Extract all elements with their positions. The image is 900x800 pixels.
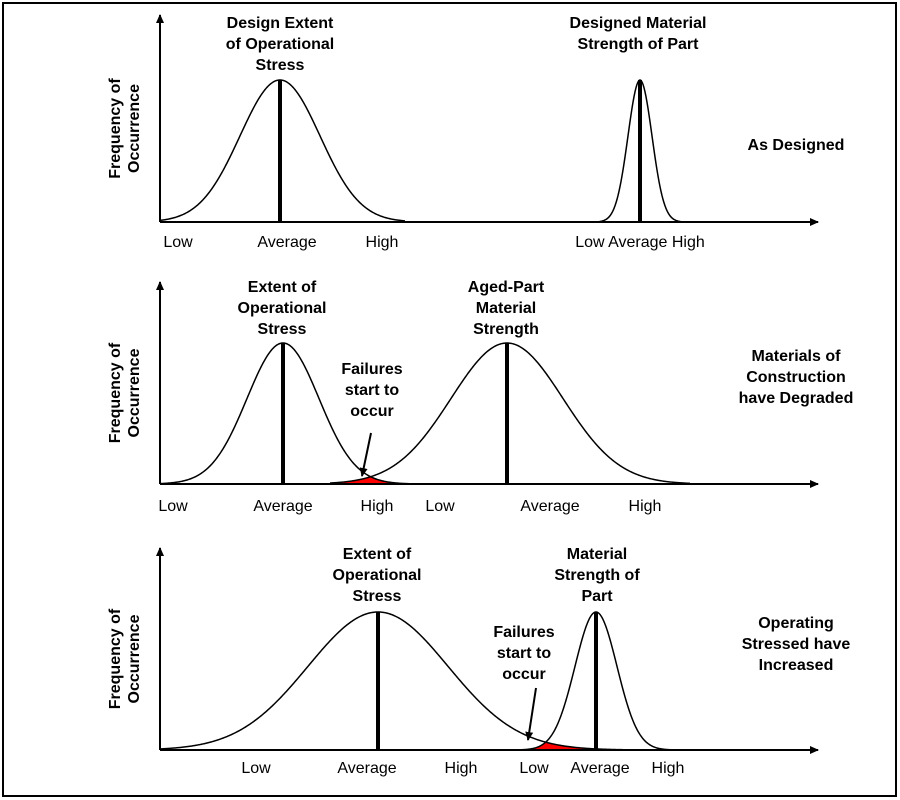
y-axis-label-line: Frequency of [107, 78, 124, 179]
stress-distribution-curve [159, 611, 645, 751]
stress-title: of Operational [226, 36, 334, 53]
stress-distribution-curve [159, 342, 421, 485]
condition-label: Increased [759, 657, 834, 674]
x-tick-label: High [445, 760, 478, 777]
failure-arrow-icon [359, 432, 372, 477]
failure-overlap-region [330, 476, 420, 484]
stress-title: Extent of [343, 546, 412, 563]
stress-title: Operational [238, 300, 327, 317]
x-tick-label: Average [337, 760, 396, 777]
strength-title: Material [476, 300, 536, 317]
failure-annotation: occur [502, 666, 546, 683]
x-tick-label: High [629, 498, 662, 515]
condition-label: As Designed [748, 137, 845, 154]
x-tick-label: Low [425, 498, 455, 515]
stress-title: Operational [333, 567, 422, 584]
x-tick-label: Average [570, 760, 629, 777]
x-tick-label: Low [158, 498, 188, 515]
strength-title: Strength [473, 321, 539, 338]
strength-title: Aged-Part [468, 279, 545, 296]
x-tick-label: High [361, 498, 394, 515]
y-axis-label-line: Occurrence [126, 614, 143, 703]
strength-title: Designed Material [570, 15, 707, 32]
x-tick-label: Low [241, 760, 271, 777]
failure-annotation: start to [497, 645, 551, 662]
stress-distribution-curve [159, 79, 406, 222]
failure-annotation: Failures [341, 361, 402, 378]
y-axis-label-line: Frequency of [107, 608, 124, 709]
y-axis-label-line: Occurrence [126, 84, 143, 173]
panel-1: Frequency of Occurrence Design Extent of Op… [107, 14, 845, 251]
panel-3: Frequency of Occurrence Extent of Operation… [107, 546, 850, 777]
failure-overlap-region [515, 742, 645, 750]
stress-title: Stress [353, 588, 402, 605]
strength-title: Part [581, 588, 613, 605]
x-tick-label: Average [253, 498, 312, 515]
condition-label: have Degraded [739, 390, 854, 407]
stress-title: Design Extent [227, 15, 334, 32]
x-tick-label: Average [257, 234, 316, 251]
x-tick-label: Average [520, 498, 579, 515]
stress-title: Stress [258, 321, 307, 338]
y-axis-label-line: Frequency of [107, 342, 124, 443]
x-tick-label: Low [163, 234, 193, 251]
x-tick-label: High [366, 234, 399, 251]
x-tick-label: High [652, 760, 685, 777]
strength-title: Strength of [554, 567, 640, 584]
y-axis-label: Frequency of Occurrence [107, 342, 143, 443]
stress-title: Stress [256, 57, 305, 74]
strength-title: Material [567, 546, 627, 563]
condition-label: Stressed have [742, 636, 851, 653]
y-axis-label: Frequency of Occurrence [107, 78, 143, 179]
condition-label: Construction [746, 369, 846, 386]
condition-label: Materials of [752, 348, 842, 365]
strength-title: Strength of Part [578, 36, 700, 53]
x-tick-label: Low Average High [575, 234, 705, 251]
stress-title: Extent of [248, 279, 317, 296]
panel-2: Frequency of Occurrence Extent of Operation… [107, 279, 853, 515]
failure-annotation: occur [350, 403, 394, 420]
failure-annotation: start to [345, 382, 399, 399]
failure-arrow-icon [525, 687, 537, 741]
condition-label: Operating [758, 615, 834, 632]
strength-distribution-curve [514, 611, 685, 751]
strength-distribution-curve [329, 342, 691, 485]
y-axis-label: Frequency of Occurrence [107, 608, 143, 709]
failure-annotation: Failures [493, 624, 554, 641]
y-axis-label-line: Occurrence [126, 348, 143, 437]
x-tick-label: Low [519, 760, 549, 777]
